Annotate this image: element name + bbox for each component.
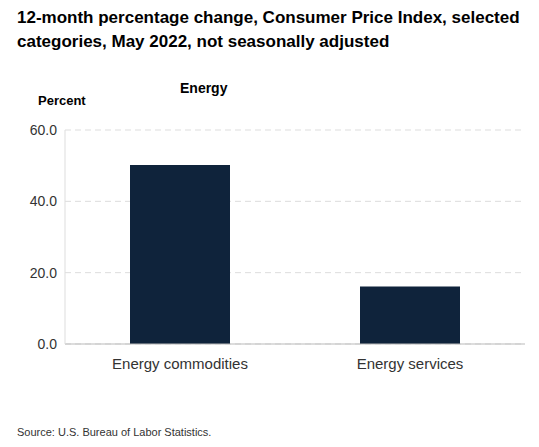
svg-text:Energy commodities: Energy commodities <box>112 355 248 372</box>
svg-text:20.0: 20.0 <box>30 265 57 281</box>
html-text:Percent: Percent <box>38 93 86 108</box>
html-text:12-month percentage change, Co: 12-month percentage change, Consumer Pri… <box>17 8 520 51</box>
svg-text:0.0: 0.0 <box>38 336 58 352</box>
html-text:Source: U.S. Bureau of Labor S: Source: U.S. Bureau of Labor Statistics. <box>17 426 212 438</box>
svg-text:Energy services: Energy services <box>357 355 464 372</box>
html-text:Energy: Energy <box>180 80 228 96</box>
svg-text:40.0: 40.0 <box>30 193 57 209</box>
svg-text:60.0: 60.0 <box>30 122 57 138</box>
